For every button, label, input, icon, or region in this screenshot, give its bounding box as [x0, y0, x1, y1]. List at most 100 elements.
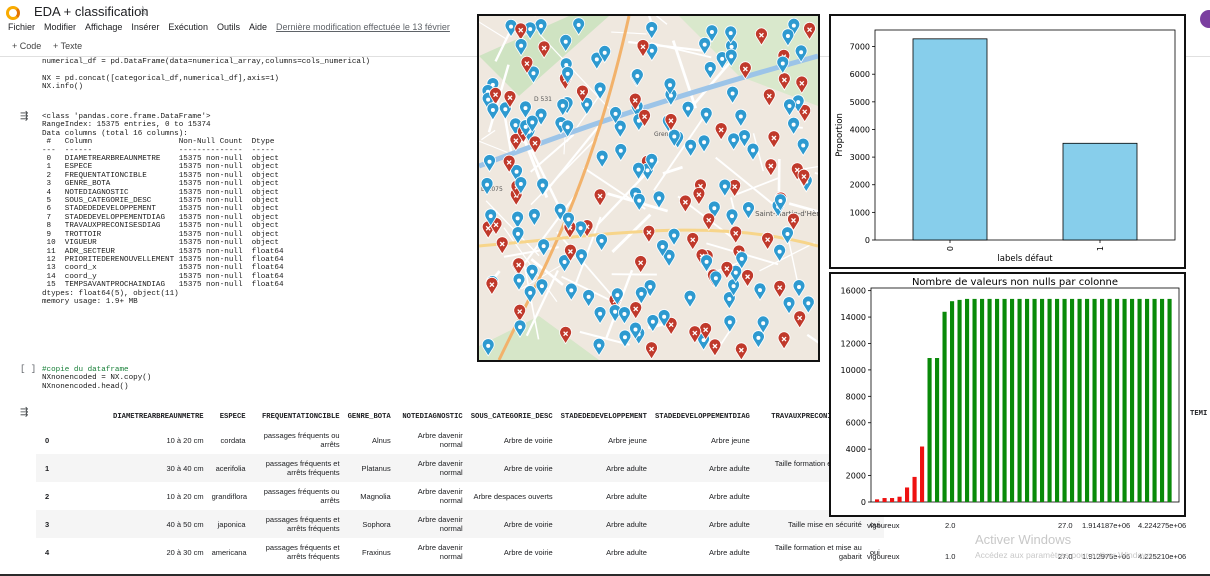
healthy-tree-marker[interactable]	[609, 106, 622, 125]
defect-tree-marker[interactable]	[528, 135, 542, 154]
defect-tree-marker[interactable]	[787, 212, 800, 232]
defect-tree-marker[interactable]	[514, 22, 528, 41]
healthy-tree-marker[interactable]	[562, 211, 575, 231]
healthy-tree-marker[interactable]	[735, 251, 749, 270]
healthy-tree-marker[interactable]	[561, 66, 575, 85]
healthy-tree-marker[interactable]	[645, 153, 659, 172]
healthy-tree-marker[interactable]	[595, 233, 608, 252]
defect-tree-marker[interactable]	[762, 88, 776, 107]
healthy-tree-marker[interactable]	[663, 77, 677, 96]
healthy-tree-marker[interactable]	[486, 102, 500, 121]
defect-tree-marker[interactable]	[702, 212, 716, 231]
menu-item-exécution[interactable]: Exécution	[168, 22, 208, 32]
defect-tree-marker[interactable]	[741, 269, 754, 288]
healthy-tree-marker[interactable]	[559, 34, 573, 53]
healthy-tree-marker[interactable]	[709, 270, 723, 289]
healthy-tree-marker[interactable]	[556, 98, 570, 117]
healthy-tree-marker[interactable]	[511, 226, 525, 245]
healthy-tree-marker[interactable]	[707, 200, 721, 220]
healthy-tree-marker[interactable]	[484, 208, 498, 227]
avatar[interactable]	[1200, 10, 1210, 28]
healthy-tree-marker[interactable]	[774, 193, 787, 212]
healthy-tree-marker[interactable]	[776, 55, 790, 75]
healthy-tree-marker[interactable]	[519, 100, 532, 119]
healthy-tree-marker[interactable]	[572, 17, 586, 36]
healthy-tree-marker[interactable]	[787, 116, 800, 136]
colab-logo-icon[interactable]	[6, 6, 20, 20]
healthy-tree-marker[interactable]	[699, 106, 713, 126]
healthy-tree-marker[interactable]	[580, 96, 594, 116]
healthy-tree-marker[interactable]	[801, 295, 815, 315]
healthy-tree-marker[interactable]	[632, 161, 645, 181]
defect-tree-marker[interactable]	[512, 257, 526, 276]
healthy-tree-marker[interactable]	[718, 178, 732, 198]
healthy-tree-marker[interactable]	[796, 137, 810, 157]
defect-tree-marker[interactable]	[564, 243, 577, 263]
defect-tree-marker[interactable]	[795, 75, 809, 95]
healthy-tree-marker[interactable]	[782, 296, 796, 315]
healthy-tree-marker[interactable]	[781, 28, 795, 47]
defect-tree-marker[interactable]	[634, 255, 648, 274]
defect-tree-marker[interactable]	[509, 133, 523, 152]
healthy-tree-marker[interactable]	[667, 128, 681, 148]
defect-tree-marker[interactable]	[489, 87, 502, 106]
star-icon[interactable]: ☆	[137, 3, 149, 18]
defect-tree-marker[interactable]	[692, 187, 706, 206]
last-modified-link[interactable]: Dernière modification effectuée le 13 fé…	[275, 22, 450, 32]
healthy-tree-marker[interactable]	[480, 177, 494, 196]
healthy-tree-marker[interactable]	[535, 278, 549, 297]
defect-tree-marker[interactable]	[797, 168, 811, 188]
healthy-tree-marker[interactable]	[511, 210, 524, 230]
healthy-tree-marker[interactable]	[634, 286, 648, 305]
healthy-tree-marker[interactable]	[595, 149, 609, 169]
defect-tree-marker[interactable]	[793, 310, 807, 329]
menu-item-fichier[interactable]: Fichier	[8, 22, 36, 32]
healthy-tree-marker[interactable]	[667, 227, 681, 247]
healthy-tree-marker[interactable]	[727, 278, 740, 297]
healthy-tree-marker[interactable]	[645, 21, 659, 40]
defect-tree-marker[interactable]	[729, 225, 743, 245]
healthy-tree-marker[interactable]	[756, 315, 770, 334]
healthy-tree-marker[interactable]	[593, 81, 607, 101]
healthy-tree-marker[interactable]	[684, 138, 698, 158]
defect-tree-marker[interactable]	[755, 27, 768, 46]
defect-tree-marker[interactable]	[738, 61, 752, 80]
healthy-tree-marker[interactable]	[773, 243, 787, 263]
healthy-tree-marker[interactable]	[700, 254, 713, 273]
defect-tree-marker[interactable]	[642, 224, 656, 244]
defect-tree-marker[interactable]	[503, 90, 517, 109]
defect-tree-marker[interactable]	[686, 232, 700, 251]
healthy-tree-marker[interactable]	[613, 119, 627, 139]
defect-tree-marker[interactable]	[495, 236, 509, 255]
defect-tree-marker[interactable]	[520, 55, 534, 75]
menu-item-modifier[interactable]: Modifier	[44, 22, 77, 32]
healthy-tree-marker[interactable]	[523, 285, 537, 304]
defect-tree-marker[interactable]	[708, 338, 722, 357]
healthy-tree-marker[interactable]	[703, 61, 717, 80]
run-cell-button[interactable]: [ ]	[20, 364, 37, 374]
healthy-tree-marker[interactable]	[564, 282, 578, 302]
healthy-tree-marker[interactable]	[537, 238, 551, 257]
healthy-tree-marker[interactable]	[662, 248, 676, 268]
healthy-tree-marker[interactable]	[742, 201, 755, 220]
healthy-tree-marker[interactable]	[618, 306, 631, 325]
healthy-tree-marker[interactable]	[592, 337, 606, 357]
healthy-tree-marker[interactable]	[598, 45, 612, 64]
menu-item-insérer[interactable]: Insérer	[131, 22, 160, 32]
healthy-tree-marker[interactable]	[632, 193, 646, 212]
defect-tree-marker[interactable]	[734, 342, 748, 360]
defect-tree-marker[interactable]	[773, 280, 787, 299]
defect-tree-marker[interactable]	[720, 261, 734, 280]
defect-tree-marker[interactable]	[593, 188, 607, 207]
healthy-tree-marker[interactable]	[558, 254, 571, 273]
healthy-tree-marker[interactable]	[698, 36, 712, 56]
healthy-tree-marker[interactable]	[725, 208, 739, 227]
notebook-title[interactable]: EDA + classification	[34, 4, 149, 19]
healthy-tree-marker[interactable]	[787, 17, 801, 37]
healthy-tree-marker[interactable]	[525, 114, 539, 134]
healthy-tree-marker[interactable]	[498, 101, 512, 120]
healthy-tree-marker[interactable]	[724, 25, 738, 44]
defect-tree-marker[interactable]	[576, 84, 589, 104]
healthy-tree-marker[interactable]	[481, 338, 495, 357]
defect-tree-marker[interactable]	[629, 301, 643, 320]
